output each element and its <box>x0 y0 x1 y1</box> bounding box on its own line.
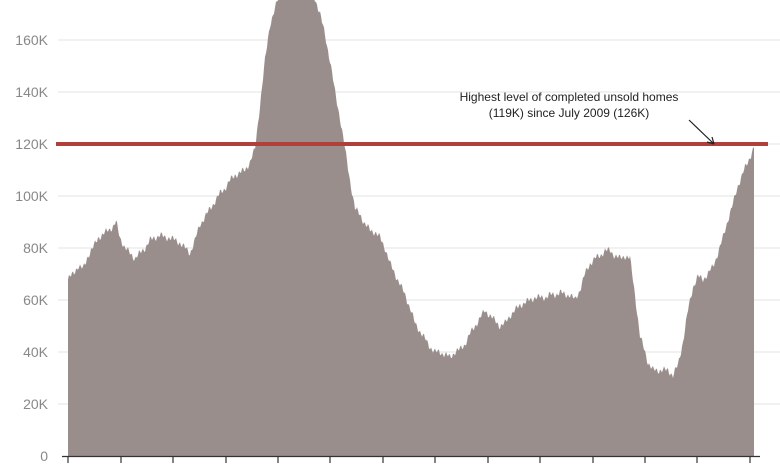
annotation: Highest level of completed unsold homes … <box>460 90 715 145</box>
annotation-line-1: Highest level of completed unsold homes <box>460 90 679 104</box>
y-tick-label: 80K <box>23 240 49 256</box>
y-tick-label: 20K <box>23 396 49 412</box>
annotation-line-2: (119K) since July 2009 (126K) <box>489 106 650 120</box>
y-tick-label: 120K <box>15 136 48 152</box>
y-tick-label: 40K <box>23 344 49 360</box>
y-tick-label: 160K <box>15 32 48 48</box>
y-tick-labels: 0 20K 40K 60K 80K 100K 120K 140K 160K <box>15 32 48 464</box>
y-tick-label: 140K <box>15 84 48 100</box>
annotation-arrowhead <box>706 136 715 145</box>
y-tick-label: 100K <box>15 188 48 204</box>
y-tick-label: 0 <box>40 448 48 464</box>
area-fill <box>68 0 754 456</box>
y-tick-label: 60K <box>23 292 49 308</box>
annotation-arrow <box>688 119 715 145</box>
x-axis <box>62 455 760 463</box>
area-series <box>68 0 754 456</box>
